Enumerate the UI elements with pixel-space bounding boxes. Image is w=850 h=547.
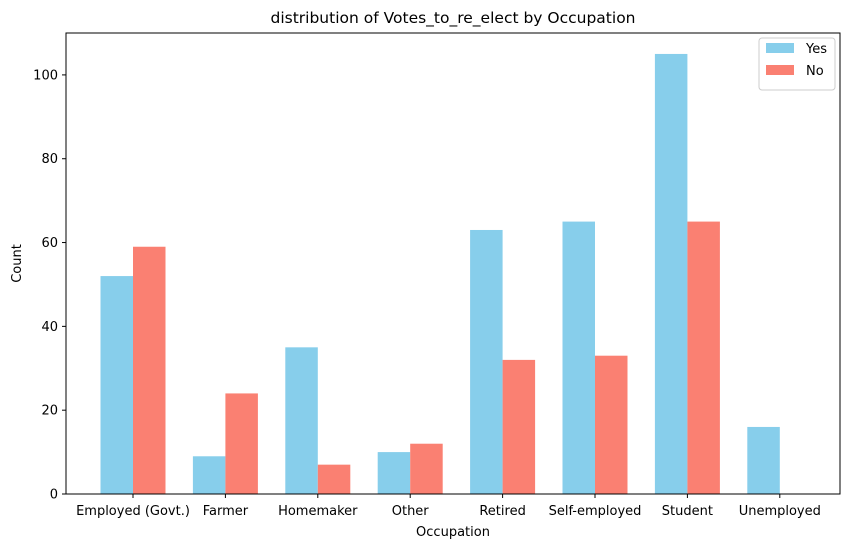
x-tick-label: Self-employed [549, 504, 642, 519]
legend-swatch-no [766, 65, 794, 75]
legend: Yes No [758, 37, 836, 91]
bar-yes-employed-govt [100, 276, 133, 494]
x-tick-label: Unemployed [739, 504, 821, 519]
bar-yes-student [654, 53, 688, 494]
y-tick-label: 20 [41, 404, 58, 419]
bar-no-retired [502, 359, 536, 494]
x-axis-label: Occupation [416, 525, 490, 540]
plot-frame [65, 32, 841, 495]
y-tick-label: 100 [33, 68, 58, 83]
bar-no-student [687, 221, 720, 494]
y-axis: 0 20 40 60 80 100 [33, 68, 66, 503]
legend-label-no: No [806, 64, 824, 79]
bar-no-other [410, 443, 443, 494]
bar-yes-unemployed [747, 426, 780, 494]
legend-items: Yes No [766, 42, 827, 79]
x-tick-label: Retired [479, 504, 525, 519]
x-tick-label: Homemaker [278, 504, 358, 519]
x-tick-label: Student [662, 504, 713, 519]
y-tick-label: 0 [50, 488, 58, 503]
x-tick-label: Other [392, 504, 430, 519]
x-axis: Employed (Govt.) Farmer Homemaker Other Reti… [76, 494, 821, 519]
y-tick-label: 40 [41, 320, 58, 335]
x-tick-label: Employed (Govt.) [76, 504, 190, 519]
bar-no-homemaker [317, 464, 351, 494]
bar-yes-other [377, 452, 411, 494]
y-tick-label: 80 [41, 152, 58, 167]
x-tick-label: Farmer [203, 504, 249, 519]
bar-no-farmer [225, 393, 258, 494]
bar-yes-homemaker [285, 347, 318, 494]
chart-title: distribution of Votes_to_re_elect by Occ… [270, 9, 635, 28]
bar-no-employed-govt [133, 246, 166, 494]
bar-yes-self-employed [562, 221, 595, 494]
bar-no-self-employed [595, 355, 628, 494]
legend-swatch-yes [766, 43, 794, 53]
bar-yes-farmer [192, 456, 226, 494]
bar-yes-retired [470, 229, 503, 494]
y-axis-label: Count [10, 244, 25, 283]
y-tick-label: 60 [41, 236, 58, 251]
legend-label-yes: Yes [805, 42, 827, 57]
bars-group [100, 53, 780, 494]
